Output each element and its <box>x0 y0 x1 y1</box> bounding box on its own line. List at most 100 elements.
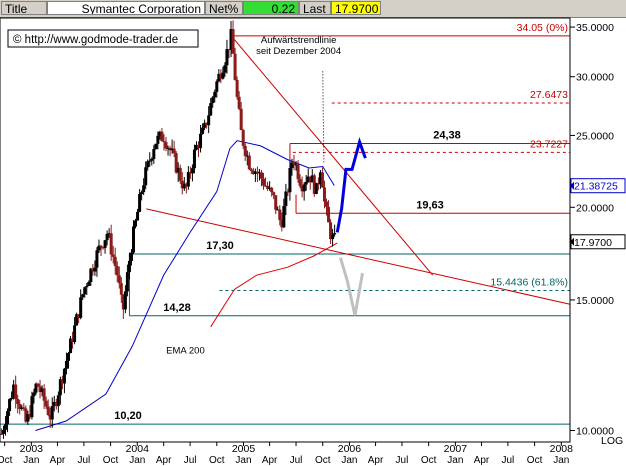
candle-body <box>28 414 32 418</box>
candle-body <box>48 414 52 420</box>
level-label: 23.7227 <box>530 138 568 150</box>
candle-body <box>215 81 219 92</box>
x-month-label: Oct <box>209 455 225 466</box>
bullish-projection <box>335 136 367 233</box>
candle-body <box>229 29 233 50</box>
candle-body <box>278 209 282 220</box>
moving-average-line <box>35 140 335 432</box>
candle-body <box>54 401 58 407</box>
x-month-label: Apr <box>156 455 172 466</box>
candle-body <box>257 172 261 174</box>
annotation-guide <box>322 71 325 163</box>
x-month-label: Apr <box>262 455 278 466</box>
candle-body <box>10 397 14 400</box>
candle-body <box>219 73 223 79</box>
x-year-label: 2008 <box>550 443 574 455</box>
candle-body <box>304 181 308 185</box>
candle-body <box>0 433 3 435</box>
candle-body <box>264 185 268 187</box>
candle-body <box>292 162 296 165</box>
candle-body <box>308 176 312 183</box>
candle-body <box>329 222 333 240</box>
y-tick-label: 25.0000 <box>576 130 614 142</box>
candle-body <box>123 291 127 310</box>
price-tag-pointer <box>570 237 574 246</box>
candle-body <box>243 145 247 157</box>
candle-body <box>266 185 270 189</box>
candle-body <box>52 401 56 407</box>
title-label: Title <box>1 1 47 15</box>
candle-body <box>6 411 10 425</box>
candle-body <box>115 266 119 276</box>
candle-body <box>298 179 302 186</box>
candle-body <box>186 171 190 187</box>
level-label: 24,38 <box>433 130 461 142</box>
y-tick-label: 10.0000 <box>576 426 614 438</box>
candle-body <box>227 48 231 50</box>
candle-body <box>125 272 129 292</box>
candle-body <box>64 360 68 369</box>
candle-body <box>107 233 111 235</box>
candle-body <box>306 176 310 182</box>
candle-body <box>66 353 70 361</box>
candle-body <box>56 395 60 407</box>
candle-body <box>24 408 28 422</box>
x-month-label: Jul <box>290 455 303 466</box>
level-label: 10,20 <box>114 410 142 422</box>
candle-body <box>69 338 73 354</box>
candle-body <box>30 396 34 418</box>
candle-body <box>176 167 180 173</box>
candle-body <box>77 314 81 318</box>
candle-body <box>142 185 146 193</box>
candle-body <box>89 268 93 283</box>
candle-body <box>318 172 322 185</box>
trendline <box>230 35 434 276</box>
candle-body <box>203 122 207 128</box>
y-tick-label: 15.0000 <box>576 295 614 307</box>
candle-body <box>26 414 30 422</box>
candle-body <box>172 148 176 154</box>
candle-body <box>237 96 241 109</box>
candle-body <box>158 131 162 136</box>
x-month-label: Oct <box>421 455 437 466</box>
candle-body <box>235 79 239 97</box>
x-month-label: Oct <box>0 455 13 466</box>
candle-body <box>36 383 40 387</box>
candle-body <box>286 191 290 193</box>
price-tag-pointer <box>570 181 574 190</box>
annotation: Aufwärtstrendlinie <box>261 35 337 46</box>
candle-body <box>199 133 203 149</box>
watermark-text: © http://www.godmode-trader.de <box>13 34 178 46</box>
x-month-label: Jan <box>447 455 463 466</box>
candle-body <box>50 406 54 420</box>
x-year-label: 2004 <box>126 443 150 455</box>
annotation: seit Dezember 2004 <box>256 46 341 57</box>
candle-body <box>144 167 148 186</box>
candle-body <box>87 282 91 286</box>
candle-body <box>302 184 306 192</box>
candle-body <box>270 187 274 193</box>
candle-body <box>223 65 227 73</box>
candle-body <box>255 171 259 174</box>
candle-body <box>241 130 245 146</box>
candle-body <box>274 195 278 210</box>
x-month-label: Jan <box>129 455 145 466</box>
price-tag-label: 21.38725 <box>574 181 618 193</box>
candle-body <box>148 160 152 162</box>
candle-body <box>136 211 140 221</box>
candle-body <box>190 168 194 174</box>
candle-body <box>93 267 97 272</box>
candle-body <box>20 407 24 409</box>
x-month-label: Jul <box>184 455 197 466</box>
plot-frame <box>0 17 571 443</box>
candle-body <box>211 97 215 104</box>
candle-body <box>101 247 105 249</box>
candle-body <box>310 175 314 183</box>
x-month-label: Oct <box>315 455 331 466</box>
candle-body <box>322 187 326 202</box>
candle-body <box>42 388 46 401</box>
level-label: 27.6473 <box>530 89 568 101</box>
x-month-label: Apr <box>474 455 490 466</box>
candle-body <box>83 287 87 295</box>
